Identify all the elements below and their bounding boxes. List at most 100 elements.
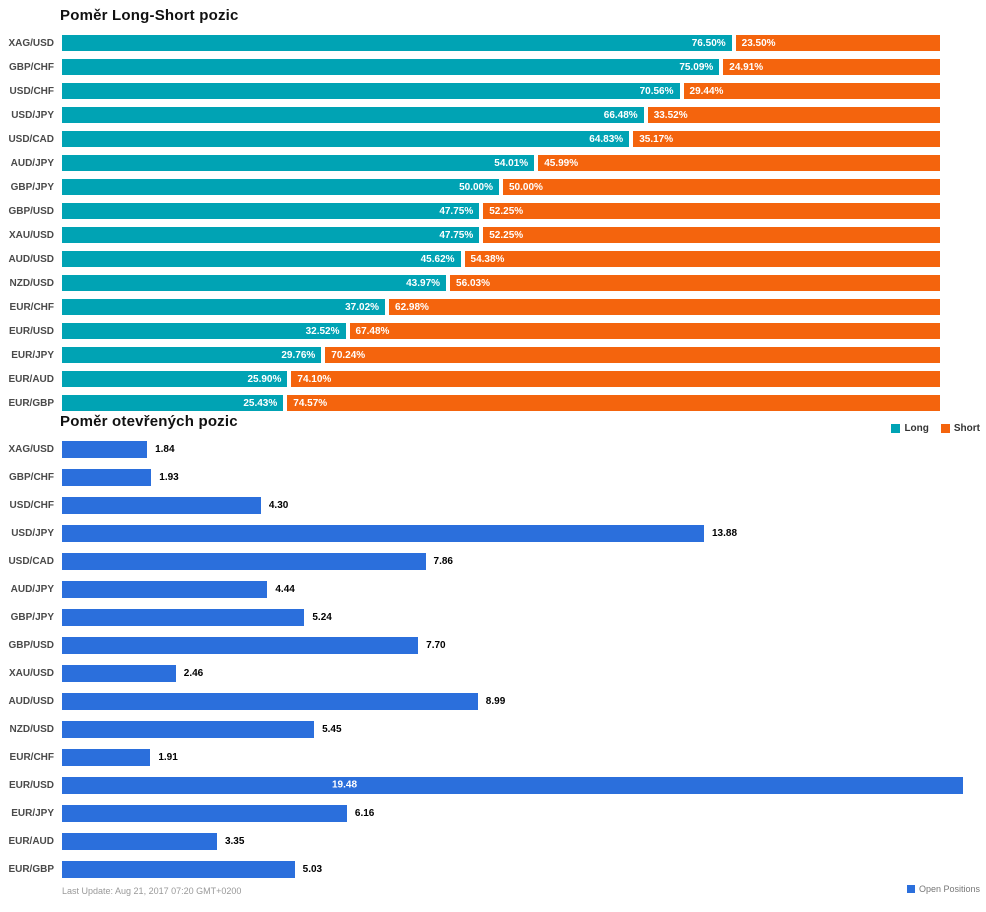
long-bar-segment[interactable]: 25.43% xyxy=(62,395,284,411)
value-label: 1.91 xyxy=(158,751,178,763)
open-positions-bar[interactable] xyxy=(62,524,704,542)
bar-row: USD/CHF 70.56% 29.44% xyxy=(0,79,986,103)
category-label: XAG/USD xyxy=(8,37,54,49)
category-label: USD/JPY xyxy=(11,109,54,121)
long-value-label: 66.48% xyxy=(603,109,638,121)
bar-row: EUR/CHF 1.91 xyxy=(0,743,986,771)
long-bar-segment[interactable]: 29.76% xyxy=(62,347,322,363)
category-label: XAU/USD xyxy=(8,667,54,679)
short-value-label: 67.48% xyxy=(355,325,390,337)
open-positions-bar[interactable] xyxy=(62,720,315,738)
category-label: AUD/JPY xyxy=(10,583,54,595)
short-bar-segment[interactable]: 23.50% xyxy=(735,35,940,51)
legend-item-open-positions[interactable]: Open Positions xyxy=(906,884,980,894)
value-label: 4.30 xyxy=(268,499,289,511)
long-value-label: 29.76% xyxy=(281,349,316,361)
long-bar-segment[interactable]: 37.02% xyxy=(62,299,386,315)
bar-row: AUD/USD 45.62% 54.38% xyxy=(0,247,986,271)
long-short-rows: XAG/USD 76.50% 23.50% GBP/CHF 75.09% 24.91% US… xyxy=(0,31,986,415)
legend-item-long[interactable]: Long xyxy=(891,423,929,434)
long-bar-segment[interactable]: 32.52% xyxy=(62,323,346,339)
bar-track: 2.46 xyxy=(62,664,963,682)
short-value-label: 23.50% xyxy=(741,37,776,49)
value-label: 1.93 xyxy=(159,471,179,483)
short-bar-segment[interactable]: 52.25% xyxy=(483,227,940,243)
bar-track: 76.50% 23.50% xyxy=(62,35,940,51)
open-positions-bar[interactable] xyxy=(62,748,151,766)
bar-row: EUR/AUD 25.90% 74.10% xyxy=(0,367,986,391)
category-label: AUD/JPY xyxy=(10,157,54,169)
bar-row: USD/CAD 64.83% 35.17% xyxy=(0,127,986,151)
bar-row: XAG/USD 1.84 xyxy=(0,435,986,463)
open-positions-bar[interactable] xyxy=(62,552,426,570)
legend-item-short[interactable]: Short xyxy=(940,423,980,434)
long-bar-segment[interactable]: 75.09% xyxy=(62,59,720,75)
short-bar-segment[interactable]: 50.00% xyxy=(503,179,940,195)
bar-track: 7.70 xyxy=(62,636,963,654)
open-positions-bar[interactable] xyxy=(62,580,268,598)
long-short-chart-title: Poměr Long-Short pozic xyxy=(60,7,239,24)
long-bar-segment[interactable]: 45.62% xyxy=(62,251,461,267)
bar-track: 13.88 xyxy=(62,524,963,542)
bar-track: 75.09% 24.91% xyxy=(62,59,940,75)
short-bar-segment[interactable]: 35.17% xyxy=(633,131,940,147)
last-update-text: Last Update: Aug 21, 2017 07:20 GMT+0200 xyxy=(62,886,242,896)
value-label: 7.70 xyxy=(426,639,446,651)
bar-track: 7.86 xyxy=(62,552,963,570)
open-positions-bar[interactable] xyxy=(62,860,295,878)
open-positions-bar[interactable] xyxy=(62,440,148,458)
short-bar-segment[interactable]: 52.25% xyxy=(483,203,940,219)
long-bar-segment[interactable]: 47.75% xyxy=(62,203,480,219)
open-positions-legend-label: Open Positions xyxy=(918,884,980,894)
open-positions-bar[interactable] xyxy=(62,692,478,710)
open-positions-bar[interactable] xyxy=(62,468,152,486)
long-value-label: 45.62% xyxy=(420,253,455,265)
short-bar-segment[interactable]: 56.03% xyxy=(450,275,940,291)
bar-row: GBP/CHF 75.09% 24.91% xyxy=(0,55,986,79)
short-value-label: 54.38% xyxy=(470,253,505,265)
long-bar-segment[interactable]: 66.48% xyxy=(62,107,644,123)
long-bar-segment[interactable]: 50.00% xyxy=(62,179,499,195)
category-label: XAG/USD xyxy=(8,443,54,455)
bar-track: 1.93 xyxy=(62,468,963,486)
short-value-label: 74.57% xyxy=(293,397,328,409)
value-label: 19.48 xyxy=(332,779,358,791)
category-label: EUR/GBP xyxy=(8,863,54,875)
short-bar-segment[interactable]: 74.57% xyxy=(287,395,940,411)
short-bar-segment[interactable]: 33.52% xyxy=(647,107,940,123)
open-positions-bar[interactable] xyxy=(62,804,347,822)
long-bar-segment[interactable]: 43.97% xyxy=(62,275,447,291)
open-positions-bar[interactable] xyxy=(62,636,419,654)
long-bar-segment[interactable]: 64.83% xyxy=(62,131,630,147)
long-bar-segment[interactable]: 25.90% xyxy=(62,371,288,387)
long-short-legend: Long Short xyxy=(891,423,980,434)
long-legend-swatch xyxy=(891,424,901,433)
long-bar-segment[interactable]: 54.01% xyxy=(62,155,535,171)
bar-track: 1.84 xyxy=(62,440,963,458)
short-bar-segment[interactable]: 67.48% xyxy=(349,323,940,339)
category-label: USD/CHF xyxy=(9,499,54,511)
open-positions-bar[interactable] xyxy=(62,496,261,514)
long-bar-segment[interactable]: 76.50% xyxy=(62,35,732,51)
bar-track: 19.48 xyxy=(62,776,963,794)
short-value-label: 74.10% xyxy=(297,373,332,385)
open-positions-bar[interactable] xyxy=(62,832,217,850)
bar-row: EUR/GBP 5.03 xyxy=(0,855,986,883)
short-bar-segment[interactable]: 29.44% xyxy=(683,83,940,99)
open-positions-bar[interactable] xyxy=(62,776,963,794)
long-value-label: 70.56% xyxy=(639,85,674,97)
short-bar-segment[interactable]: 45.99% xyxy=(538,155,940,171)
long-bar-segment[interactable]: 47.75% xyxy=(62,227,480,243)
short-bar-segment[interactable]: 24.91% xyxy=(723,59,940,75)
open-positions-bar[interactable] xyxy=(62,608,305,626)
short-bar-segment[interactable]: 54.38% xyxy=(464,251,940,267)
short-value-label: 45.99% xyxy=(544,157,579,169)
short-bar-segment[interactable]: 62.98% xyxy=(389,299,940,315)
short-bar-segment[interactable]: 70.24% xyxy=(325,347,940,363)
bar-track: 25.43% 74.57% xyxy=(62,395,940,411)
short-bar-segment[interactable]: 74.10% xyxy=(291,371,940,387)
bar-row: EUR/JPY 29.76% 70.24% xyxy=(0,343,986,367)
long-bar-segment[interactable]: 70.56% xyxy=(62,83,680,99)
open-positions-bar[interactable] xyxy=(62,664,176,682)
category-label: XAU/USD xyxy=(8,229,54,241)
